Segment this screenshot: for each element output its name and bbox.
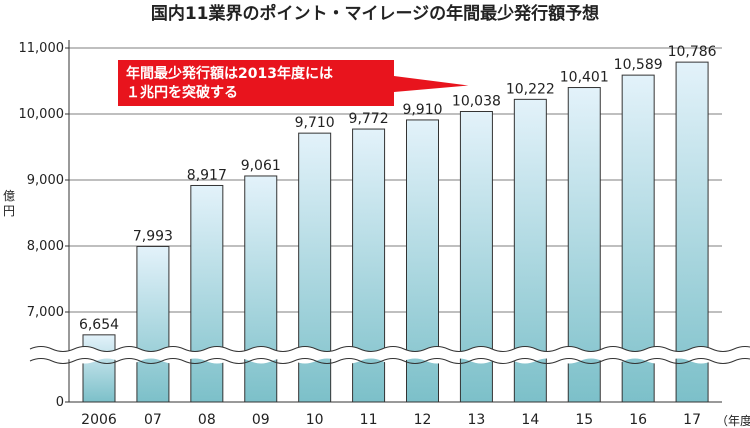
data-label: 10,401 <box>560 70 609 86</box>
x-tick-label: 14 <box>521 412 539 428</box>
x-tick-label: 13 <box>468 412 486 428</box>
svg-text:億: 億 <box>3 189 15 203</box>
callout-box <box>118 60 469 106</box>
y-axis-unit: 億 円 <box>3 189 15 218</box>
x-tick-label: 09 <box>252 412 270 428</box>
x-tick-label: 16 <box>629 412 647 428</box>
y-tick-label: 10,000 <box>19 107 65 122</box>
data-label: 9,910 <box>402 102 442 118</box>
break-line-upper <box>29 346 750 352</box>
callout-text-line: １兆円を突破する <box>126 84 238 101</box>
bar-07 <box>136 245 170 403</box>
callout-text-line: 年間最少発行額は2013年度には <box>126 65 333 82</box>
data-label: 10,589 <box>614 57 663 73</box>
data-label: 10,786 <box>668 44 717 60</box>
y-tick-label: 7,000 <box>27 305 64 320</box>
data-label: 6,654 <box>79 317 119 333</box>
data-label: 9,710 <box>295 115 335 131</box>
x-tick-label: 17 <box>683 412 701 428</box>
data-label: 9,061 <box>241 158 281 174</box>
x-tick-label: 07 <box>144 412 162 428</box>
bar-08 <box>190 184 224 403</box>
chart-title: 国内11業界のポイント・マイレージの年間最少発行額予想 <box>151 3 599 24</box>
x-tick-label: 11 <box>360 412 378 428</box>
y-tick-label: 8,000 <box>27 239 64 254</box>
y-tick-label: 0 <box>56 395 64 410</box>
x-tick-label: 2006 <box>81 412 117 428</box>
data-labels: 6,654 7,993 8,917 9,061 9,710 9,772 9,910 10,03… <box>79 44 717 333</box>
data-label: 9,772 <box>349 111 389 127</box>
y-tick-label: 9,000 <box>27 173 64 188</box>
y-tick-label: 11,000 <box>19 41 65 56</box>
x-axis-unit: （年度） <box>716 413 750 428</box>
x-axis: 2006 07 08 09 10 11 12 13 14 15 16 17 <box>69 401 722 428</box>
data-label: 10,038 <box>452 93 501 109</box>
x-tick-label: 08 <box>198 412 216 428</box>
break-line-lower <box>29 358 750 364</box>
data-label: 8,917 <box>187 167 227 183</box>
data-label: 10,222 <box>506 81 555 97</box>
y-axis: 0 7,000 8,000 9,000 10,000 11,000 <box>19 40 70 410</box>
data-label: 7,993 <box>133 228 173 244</box>
x-tick-label: 15 <box>575 412 593 428</box>
gridlines <box>69 47 722 313</box>
svg-text:円: 円 <box>3 204 15 218</box>
axis-break <box>29 346 750 364</box>
bar-09 <box>244 175 278 403</box>
callout-annotation: 年間最少発行額は2013年度には １兆円を突破する <box>118 60 469 106</box>
bar-2006 <box>82 334 116 403</box>
x-tick-label: 12 <box>414 412 432 428</box>
x-tick-label: 10 <box>306 412 324 428</box>
